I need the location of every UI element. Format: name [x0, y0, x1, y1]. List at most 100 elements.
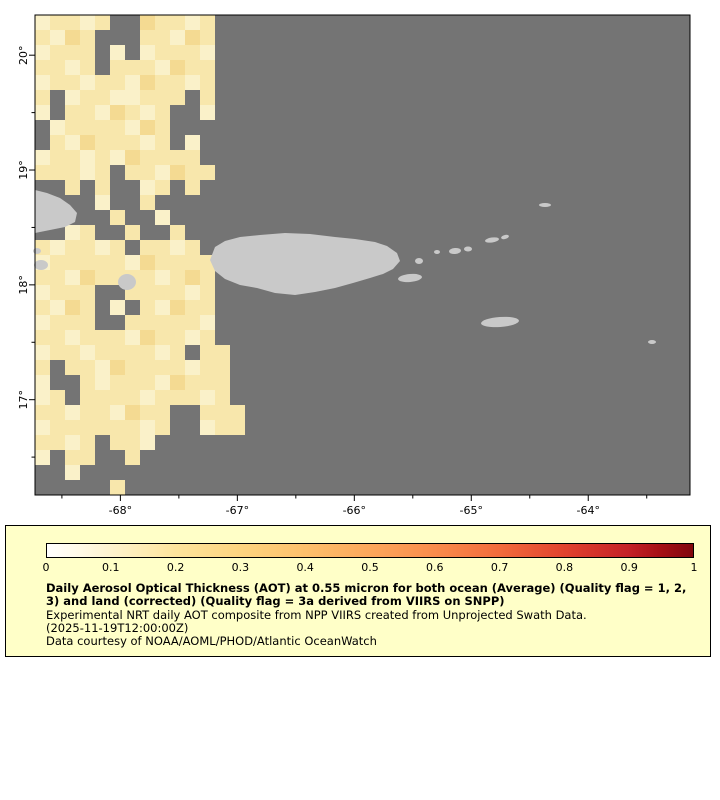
virgin-gorda-island — [501, 234, 509, 240]
aot-cell — [80, 360, 95, 375]
aot-cell — [80, 255, 95, 270]
colorbar-scale-label: 0.2 — [166, 561, 185, 574]
aot-cell — [65, 30, 80, 45]
aot-cell — [65, 90, 80, 105]
aot-cell — [185, 390, 200, 405]
aot-cell — [65, 360, 80, 375]
aot-cell — [200, 45, 215, 60]
aot-cell — [170, 240, 185, 255]
aot-cell — [155, 210, 170, 225]
aot-cell — [125, 135, 140, 150]
aot-cell — [140, 90, 155, 105]
aot-cell — [80, 135, 95, 150]
aot-cell — [65, 435, 80, 450]
colorbar-scale-label: 0.4 — [296, 561, 314, 574]
aot-cell — [170, 150, 185, 165]
aot-cell — [80, 150, 95, 165]
aot-cell — [65, 240, 80, 255]
aot-cell — [35, 60, 50, 75]
aot-cell — [95, 195, 110, 210]
aot-cell — [65, 420, 80, 435]
aot-cell — [155, 360, 170, 375]
aot-cell — [80, 420, 95, 435]
aot-cell — [65, 180, 80, 195]
aot-cell — [170, 375, 185, 390]
aot-cell — [155, 375, 170, 390]
aot-cell — [140, 405, 155, 420]
aot-cell — [185, 180, 200, 195]
aot-cell — [110, 90, 125, 105]
legend-timestamp: (2025-11-19T12:00:00Z) — [46, 620, 189, 635]
aot-cell — [110, 480, 125, 495]
aot-cell — [155, 15, 170, 30]
colorbar — [46, 543, 694, 558]
anegada-island — [539, 203, 551, 207]
aot-cell — [125, 420, 140, 435]
aot-cell — [125, 150, 140, 165]
aot-cell — [80, 270, 95, 285]
aot-cell — [125, 450, 140, 465]
aot-cell — [35, 375, 50, 390]
aot-cell — [50, 255, 65, 270]
aot-cell — [110, 150, 125, 165]
aot-cell — [95, 390, 110, 405]
aot-cell — [200, 270, 215, 285]
aot-cell — [65, 225, 80, 240]
aot-cell — [170, 165, 185, 180]
aot-cell — [110, 420, 125, 435]
aot-cell — [95, 360, 110, 375]
colorbar-scale-label: 0.8 — [555, 561, 574, 574]
aot-cell — [50, 330, 65, 345]
aot-cell — [50, 345, 65, 360]
aot-cell — [140, 60, 155, 75]
tortola-island — [485, 237, 499, 243]
lon-tick-label: -66° — [343, 504, 366, 517]
aot-cell — [185, 360, 200, 375]
aot-cell — [65, 150, 80, 165]
aot-cell — [140, 165, 155, 180]
aot-cell — [170, 360, 185, 375]
aot-cell — [35, 420, 50, 435]
aot-cell — [65, 165, 80, 180]
aot-cell — [50, 390, 65, 405]
aot-cell — [35, 435, 50, 450]
aot-cell — [200, 345, 215, 360]
aot-cell — [125, 315, 140, 330]
aot-cell — [140, 150, 155, 165]
aot-cell — [200, 360, 215, 375]
lat-tick-label: 20° — [17, 45, 30, 65]
aot-cell — [80, 240, 95, 255]
aot-cell — [125, 105, 140, 120]
aot-cell — [95, 15, 110, 30]
lon-tick-label: -64° — [577, 504, 600, 517]
aot-cell — [65, 75, 80, 90]
aot-cell — [80, 390, 95, 405]
aot-cell — [50, 120, 65, 135]
aot-cell — [110, 60, 125, 75]
aot-cell — [125, 165, 140, 180]
aot-cell — [185, 240, 200, 255]
aot-cell — [80, 45, 95, 60]
aot-cell — [140, 105, 155, 120]
map-frame — [34, 14, 691, 496]
aot-cell — [140, 390, 155, 405]
aot-cell — [185, 300, 200, 315]
aot-cell — [185, 45, 200, 60]
aot-cell — [125, 390, 140, 405]
hispaniola-east-coast — [35, 190, 77, 233]
aot-cell — [80, 375, 95, 390]
aot-cell — [140, 30, 155, 45]
aot-cell — [125, 360, 140, 375]
aot-cell — [155, 345, 170, 360]
aot-cell — [95, 345, 110, 360]
aot-cell — [155, 285, 170, 300]
aot-cell — [140, 15, 155, 30]
aot-cell — [125, 120, 140, 135]
aot-cell — [95, 75, 110, 90]
aot-cell — [170, 315, 185, 330]
aot-cell — [95, 90, 110, 105]
aot-cell — [170, 390, 185, 405]
aot-cell — [140, 195, 155, 210]
aot-cell — [50, 420, 65, 435]
aot-cell — [110, 240, 125, 255]
